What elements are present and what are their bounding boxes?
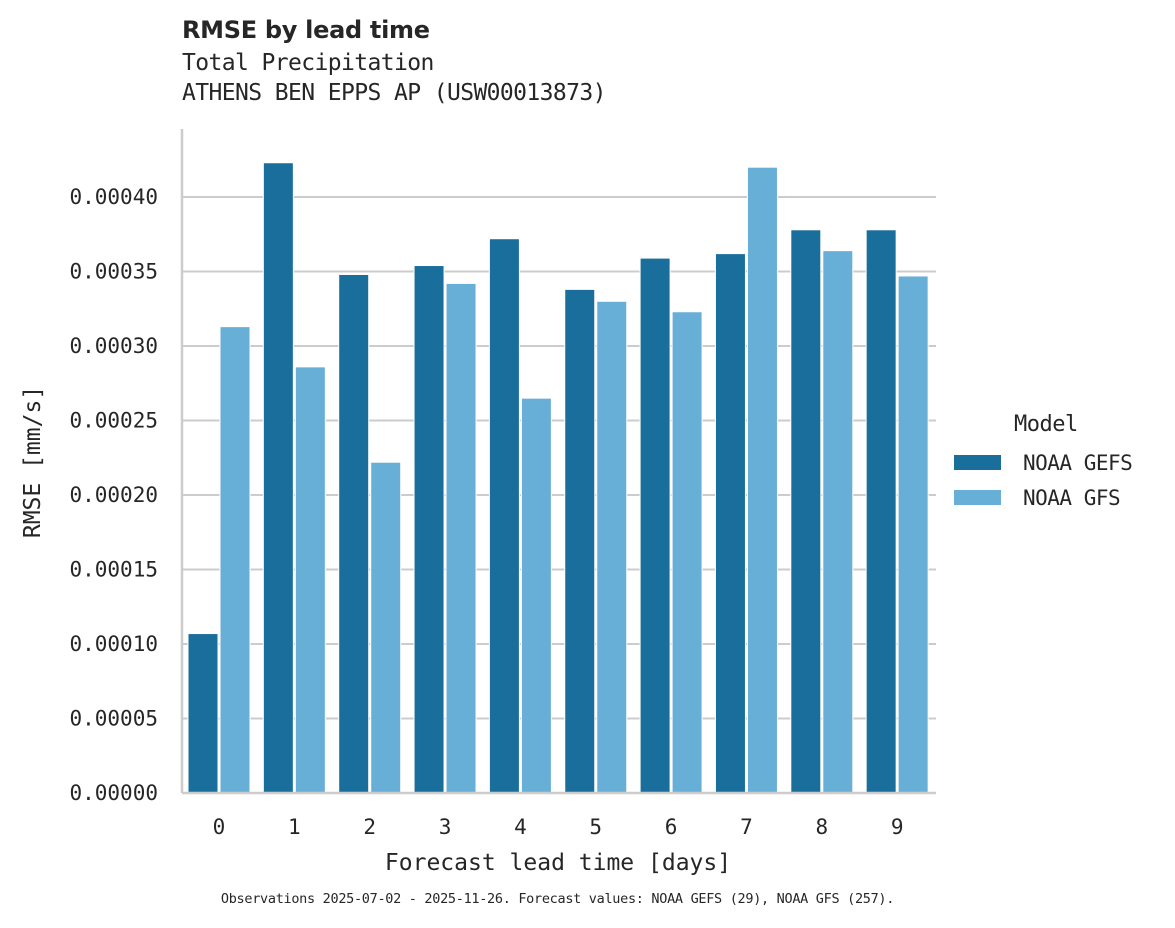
bar-gefs-day-3: [413, 265, 445, 794]
bar-gfs-day-5: [596, 300, 628, 794]
bar-gefs-day-6: [639, 257, 671, 794]
chart-title: RMSE by lead time: [182, 16, 430, 44]
bar-gefs-day-5: [564, 288, 596, 794]
bar-gfs-day-6: [671, 311, 703, 794]
bar-gefs-day-9: [865, 229, 897, 794]
y-tick-label: 0.00025: [69, 409, 158, 433]
x-tick-label: 3: [439, 815, 452, 839]
bar-gefs-day-4: [488, 238, 520, 794]
bar-gefs-day-2: [338, 273, 370, 794]
bar-gefs-day-7: [714, 253, 746, 794]
legend-title: Model: [1014, 412, 1078, 437]
bar-gfs-day-1: [294, 366, 326, 794]
legend-label-gfs: NOAA GFS: [1023, 485, 1121, 510]
x-axis-label: Forecast lead time [days]: [385, 850, 731, 876]
x-tick-label: 7: [740, 815, 753, 839]
chart-subtitle-variable: Total Precipitation: [182, 50, 434, 76]
legend: Model NOAA GEFS NOAA GFS: [954, 412, 1133, 515]
x-tick-labels: 0 1 2 3 4 5 6 7 8 9: [213, 815, 904, 839]
x-tick-label: 9: [891, 815, 904, 839]
x-tick-label: 5: [589, 815, 602, 839]
bar-gfs-day-9: [897, 275, 929, 794]
legend-item-gefs: NOAA GEFS: [954, 445, 1133, 480]
y-tick-label: 0.00030: [69, 334, 158, 358]
footnote: Observations 2025-07-02 - 2025-11-26. Fo…: [220, 891, 895, 907]
bar-series: [187, 162, 929, 794]
bar-gfs-day-2: [370, 461, 402, 794]
x-tick-label: 8: [815, 815, 828, 839]
y-tick-label: 0.00035: [69, 260, 158, 284]
bar-gfs-day-7: [746, 166, 778, 794]
x-tick-label: 1: [288, 815, 301, 839]
x-tick-label: 2: [363, 815, 376, 839]
x-tick-label: 0: [213, 815, 226, 839]
bar-gefs-day-1: [262, 162, 294, 794]
y-tick-label: 0.00000: [69, 781, 158, 805]
y-tick-label: 0.00020: [69, 483, 158, 507]
y-axis-label: RMSE [mm/s]: [20, 386, 46, 538]
chart-subtitle-station: ATHENS BEN EPPS AP (USW00013873): [182, 80, 607, 106]
y-tick-labels: 0.00000 0.00005 0.00010 0.00015 0.00020 0.000…: [69, 185, 158, 805]
y-tick-label: 0.00005: [69, 707, 158, 731]
bar-gfs-day-3: [445, 282, 477, 794]
x-tick-label: 4: [514, 815, 527, 839]
x-tick-label: 6: [665, 815, 678, 839]
legend-label-gefs: NOAA GEFS: [1023, 450, 1133, 475]
y-tick-label: 0.00040: [69, 185, 158, 209]
bar-gfs-day-8: [822, 250, 854, 794]
legend-swatch-gefs: [954, 455, 1001, 470]
bar-gefs-day-0: [187, 633, 219, 794]
bar-gfs-day-0: [219, 326, 251, 794]
y-tick-label: 0.00010: [69, 632, 158, 656]
legend-item-gfs: NOAA GFS: [954, 480, 1132, 515]
legend-swatch-gfs: [954, 490, 1001, 505]
bar-gfs-day-4: [520, 397, 552, 794]
y-tick-label: 0.00015: [69, 558, 158, 582]
bar-gefs-day-8: [790, 229, 822, 794]
